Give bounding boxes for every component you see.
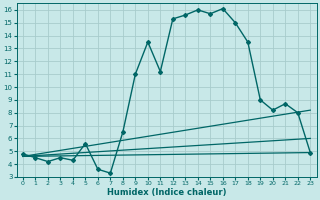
X-axis label: Humidex (Indice chaleur): Humidex (Indice chaleur) xyxy=(107,188,226,197)
